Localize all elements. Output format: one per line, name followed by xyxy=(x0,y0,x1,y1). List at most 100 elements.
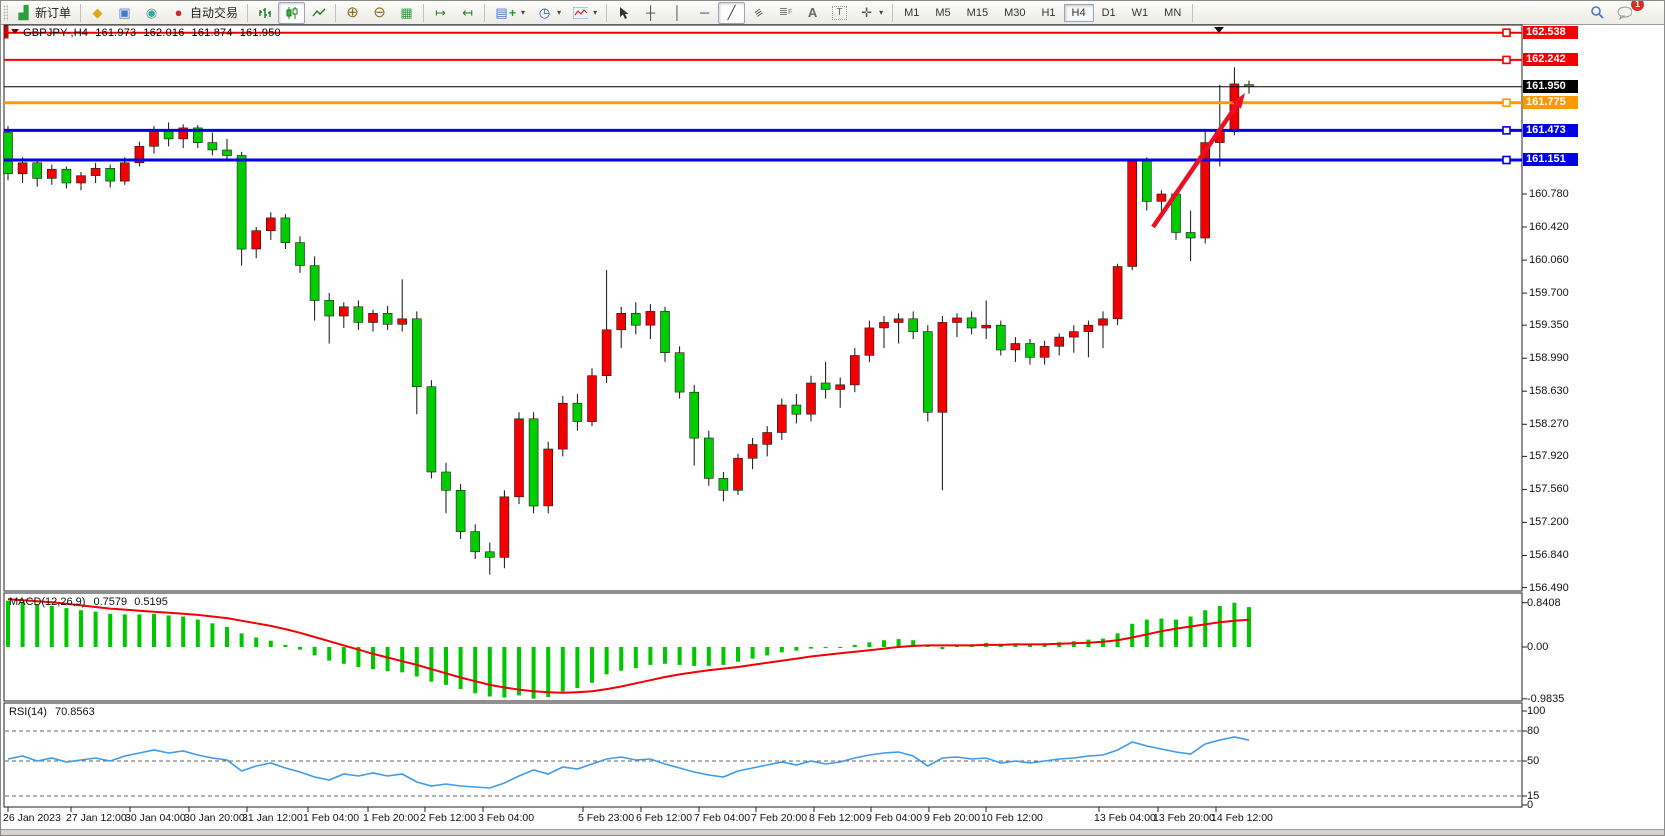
indicators-icon xyxy=(573,5,589,20)
candle xyxy=(397,318,408,325)
autotrading-button[interactable]: ● 自动交易 xyxy=(165,2,244,24)
candle xyxy=(587,375,597,422)
candle xyxy=(1127,159,1137,267)
crosshair-icon: ┼ xyxy=(645,5,656,20)
tab-w1[interactable]: W1 xyxy=(1131,6,1149,19)
new-order-button[interactable]: ▟ 新订单 xyxy=(10,2,77,24)
new-chart-button[interactable]: ▤ + ▾ xyxy=(495,5,526,20)
text-icon: A xyxy=(807,5,818,20)
candle xyxy=(630,312,641,326)
tab-m30[interactable]: M30 xyxy=(1004,6,1026,19)
rsi-axis-tick: 80 xyxy=(1527,725,1540,737)
market-watch-button[interactable]: ◆ xyxy=(84,2,111,24)
period-button[interactable]: ◷ ▾ xyxy=(531,2,567,24)
candle xyxy=(484,551,495,558)
rsi-label: RSI(14) 70.8563 xyxy=(9,706,95,718)
candle xyxy=(1039,345,1050,358)
fibonacci-button[interactable]: ≣ F xyxy=(772,2,799,24)
chevron-down-icon: ▾ xyxy=(879,8,884,17)
candle xyxy=(937,322,948,413)
line-handle xyxy=(1502,28,1511,38)
search-button[interactable] xyxy=(1584,2,1611,24)
candle xyxy=(1069,331,1079,338)
candle xyxy=(1185,232,1196,239)
line-chart-mode-button[interactable] xyxy=(305,2,332,24)
macd-signal-line xyxy=(7,598,1250,694)
shift-end-button[interactable]: ↦ xyxy=(427,2,454,24)
signal-icon: ◉ xyxy=(145,5,158,20)
tab-h1[interactable]: H1 xyxy=(1041,6,1056,19)
time-axis-label: 30 Jan 04:00 xyxy=(125,812,186,824)
chat-icon xyxy=(1617,5,1632,20)
candle xyxy=(572,402,583,422)
candle xyxy=(616,312,627,331)
separator xyxy=(606,3,608,22)
candles xyxy=(3,67,1254,575)
tab-d1[interactable]: D1 xyxy=(1101,6,1116,19)
line-handle xyxy=(1502,155,1511,165)
candle xyxy=(791,404,802,415)
search-icon xyxy=(1590,5,1605,20)
vertical-line-button[interactable]: │ xyxy=(664,2,691,24)
chart-header: GBPJPY-,H4 161.973 162.016 161.874 161.950 xyxy=(23,27,288,39)
price-axis-tick: 158.990 xyxy=(1529,352,1569,364)
autotrading-icon: ● xyxy=(174,5,183,20)
trend-arrow[interactable] xyxy=(1151,93,1245,229)
zoom-in-icon: ⊕ xyxy=(346,4,359,21)
notification-badge: 1 xyxy=(1631,1,1644,11)
tile-windows-button[interactable]: ▦ xyxy=(393,2,420,24)
high-value: 162.016 xyxy=(143,27,185,39)
tab-m5[interactable]: M5 xyxy=(935,6,951,19)
macd-label: MACD(12,26,9) 0.7579 0.5195 xyxy=(9,596,168,608)
tab-m1[interactable]: M1 xyxy=(904,6,920,19)
price-axis-tick: 160.780 xyxy=(1529,188,1569,200)
separator xyxy=(1192,3,1194,22)
price-tag-161.775: 161.775 xyxy=(1523,96,1578,109)
bar-chart-mode-icon xyxy=(257,5,272,20)
arrows-button[interactable]: ✛ ▾ xyxy=(853,2,889,24)
macd-name: MACD(12,26,9) xyxy=(9,596,86,608)
notifications-button[interactable]: 1 xyxy=(1611,1,1644,24)
candlestick-mode-icon xyxy=(284,5,299,20)
indicators-button[interactable]: ▾ xyxy=(567,2,603,24)
price-axis-tick: 157.560 xyxy=(1529,483,1569,495)
navigator-button[interactable]: ▣ xyxy=(111,2,138,24)
trendline-button[interactable]: ╱ xyxy=(718,1,746,24)
price-tag-161.151: 161.151 xyxy=(1523,153,1578,166)
signal-button[interactable]: ◉ xyxy=(138,2,165,24)
horizontal-line-button[interactable]: ─ xyxy=(691,2,718,24)
candle xyxy=(382,312,393,325)
line-chart-mode-icon xyxy=(311,5,326,20)
tab-mn[interactable]: MN xyxy=(1164,6,1182,19)
candle xyxy=(280,217,291,243)
candle xyxy=(149,131,159,147)
candle xyxy=(499,496,510,558)
rsi-axis-tick: 15 xyxy=(1527,790,1540,802)
tab-m15[interactable]: M15 xyxy=(966,6,989,19)
candle xyxy=(455,489,466,532)
text-button[interactable]: A xyxy=(799,2,826,24)
candle xyxy=(368,312,378,323)
candlestick-mode-button[interactable] xyxy=(278,1,306,24)
text-label-button[interactable]: T xyxy=(826,2,853,24)
bar-chart-mode-button[interactable] xyxy=(251,2,278,24)
rsi-axis-tick: 50 xyxy=(1527,755,1540,767)
candle xyxy=(806,382,816,415)
new-chart-icon: ▤ xyxy=(495,5,508,20)
text-label-icon: T xyxy=(832,5,848,20)
cursor-button[interactable] xyxy=(610,2,637,24)
zoom-in-button[interactable]: ⊕ xyxy=(339,2,366,24)
candle xyxy=(718,478,729,491)
candle xyxy=(295,242,305,266)
auto-scroll-button[interactable]: ↤ xyxy=(454,2,481,24)
candle xyxy=(762,432,773,445)
tab-h4[interactable]: H4 xyxy=(1063,3,1094,22)
crosshair-button[interactable]: ┼ xyxy=(637,2,664,24)
timeframe-group: M1 M5 M15 M30 H1 H4 D1 W1 MN xyxy=(896,2,1189,24)
zoom-out-button[interactable]: ⊖ xyxy=(366,2,393,24)
time-axis-label: 7 Feb 04:00 xyxy=(694,812,751,824)
candle xyxy=(411,318,422,387)
navigator-icon: ▣ xyxy=(118,5,131,20)
candle xyxy=(1098,318,1108,326)
